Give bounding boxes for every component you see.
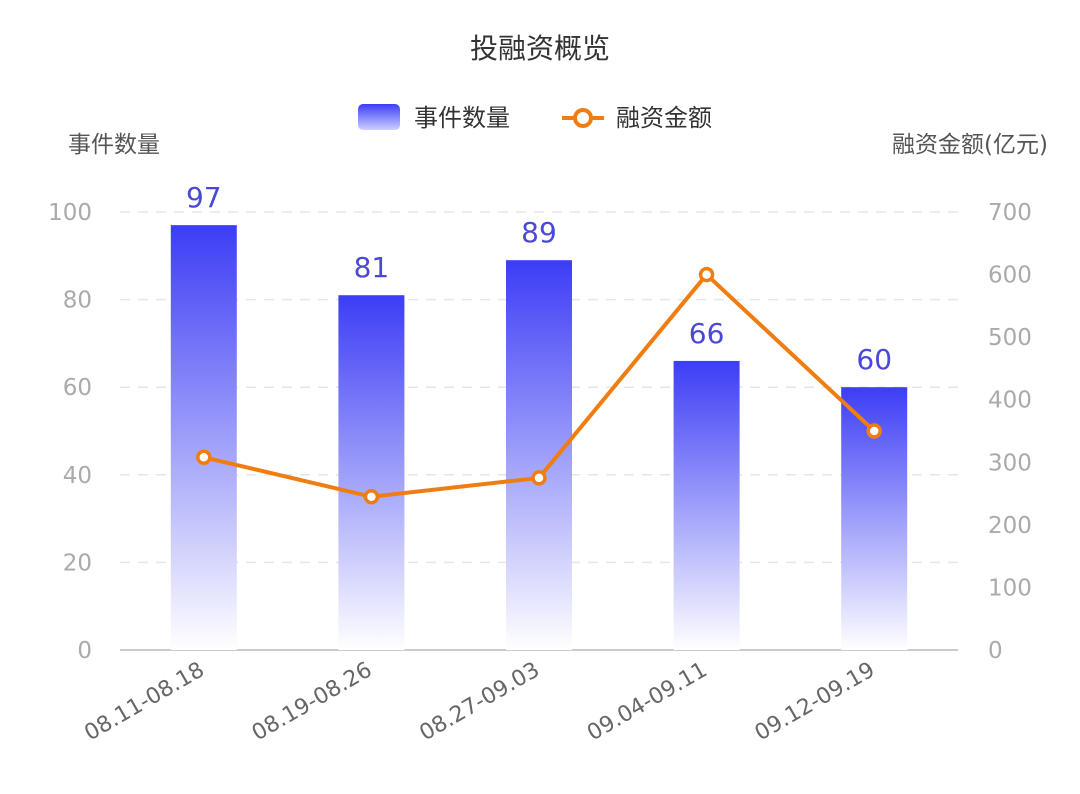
y2-axis-title: 融资金额(亿元) — [892, 132, 1048, 158]
y-axis-title: 事件数量 — [68, 132, 160, 158]
y2-tick-label: 300 — [988, 450, 1032, 476]
legend-label-bar: 事件数量 — [414, 104, 510, 132]
line-point — [196, 449, 212, 466]
legend: 事件数量 融资金额 — [358, 104, 712, 132]
bars — [170, 225, 908, 650]
y-tick-label: 0 — [77, 638, 92, 664]
bar-data-label: 60 — [856, 343, 892, 376]
x-tick-label: 09.04-09.11 — [583, 658, 711, 747]
chart-title: 投融资概览 — [470, 32, 610, 65]
bar-data-label: 89 — [521, 216, 557, 249]
y2-tick-label: 0 — [988, 638, 1003, 664]
y2-tick-label: 600 — [988, 263, 1032, 289]
line-point — [698, 266, 715, 283]
bar-data-label: 81 — [354, 251, 390, 284]
y2-tick-label: 500 — [988, 325, 1032, 351]
legend-bar-swatch — [358, 104, 400, 130]
bar-data-label: 97 — [186, 181, 222, 214]
y-axis-ticks: 0 20 40 60 80 100 — [48, 200, 92, 664]
y2-tick-label: 700 — [988, 200, 1032, 226]
bar-labels: 97 81 89 66 60 — [186, 181, 892, 376]
x-tick-label: 08.27-09.03 — [416, 658, 544, 747]
bar-data-label: 66 — [689, 317, 725, 350]
legend-line-marker — [573, 108, 593, 128]
y-tick-label: 40 — [63, 463, 92, 489]
y2-axis-ticks: 0 100 200 300 400 500 600 700 — [988, 200, 1032, 664]
bar — [673, 360, 740, 650]
y2-tick-label: 200 — [988, 513, 1032, 539]
y-tick-label: 20 — [63, 550, 92, 576]
line-point — [531, 470, 547, 486]
line-point — [363, 488, 380, 505]
line-point — [866, 423, 882, 439]
bar — [506, 260, 572, 650]
y-tick-label: 60 — [63, 375, 92, 401]
x-tick-label: 08.19-08.26 — [248, 658, 376, 747]
y-tick-label: 80 — [63, 288, 92, 314]
y2-tick-label: 400 — [988, 388, 1032, 414]
x-axis-ticks: 08.11-08.18 08.19-08.26 08.27-09.03 09.04-0… — [80, 658, 879, 747]
bar — [338, 295, 405, 650]
x-tick-label: 09.12-09.19 — [751, 658, 879, 747]
y2-tick-label: 100 — [988, 575, 1032, 601]
bar — [170, 225, 237, 650]
x-tick-label: 08.11-08.18 — [80, 658, 208, 747]
line-series — [196, 266, 882, 505]
legend-label-line: 融资金额 — [616, 104, 712, 132]
y-tick-label: 100 — [48, 200, 92, 226]
